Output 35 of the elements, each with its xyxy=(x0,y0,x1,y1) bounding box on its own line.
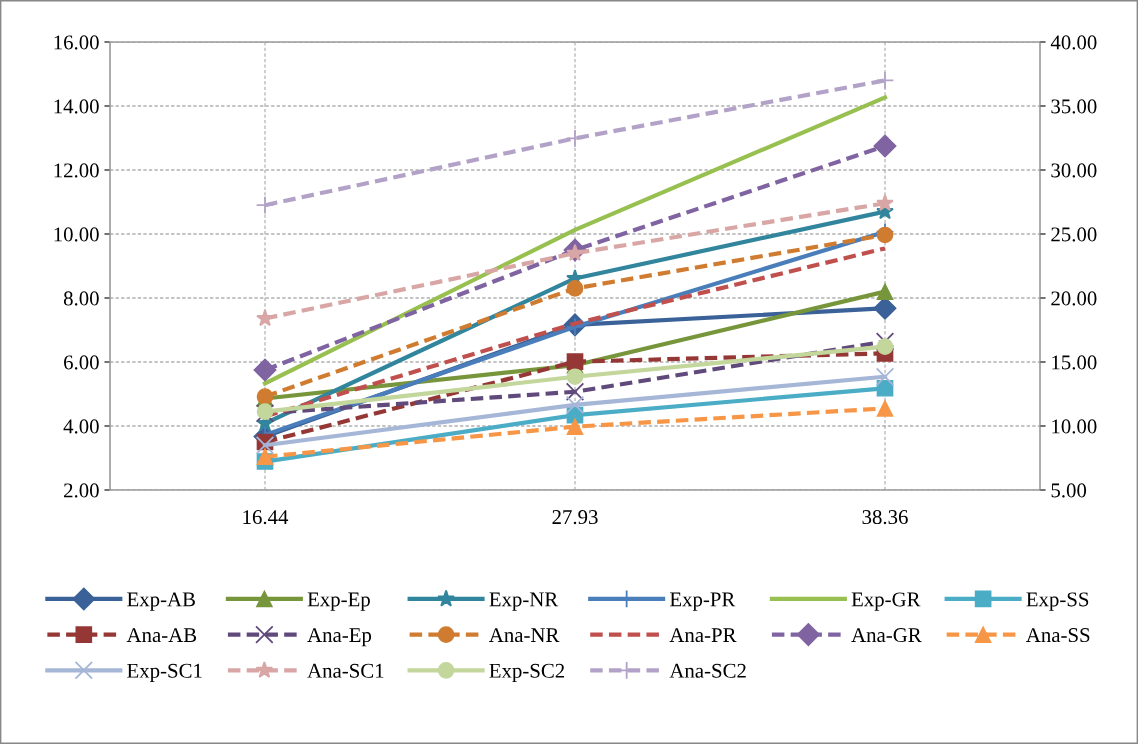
y-tick-label: 10.00 xyxy=(54,227,99,242)
y2-tick-label: 35.00 xyxy=(1051,99,1097,114)
legend-label: Ana-SC1 xyxy=(307,663,384,678)
x-tick-label: 38.36 xyxy=(862,510,908,525)
legend-label: Exp-SC1 xyxy=(127,663,202,683)
legend-label: Exp-Ep xyxy=(307,592,370,611)
y-tick-label: 6.00 xyxy=(64,355,99,370)
legend-label: Exp-SC2 xyxy=(489,663,565,683)
legend-label: Ana-PR xyxy=(669,628,737,643)
y-tick-label: 2.00 xyxy=(64,483,99,498)
y2-tick-label: 25.00 xyxy=(1051,227,1097,242)
y2-tick-label: 5.00 xyxy=(1051,483,1087,498)
x-tick-label: 27.93 xyxy=(552,510,598,525)
x-tick-label: 16.44 xyxy=(243,510,289,525)
legend-label: Exp-GR xyxy=(851,592,921,611)
y2-tick-label: 10.00 xyxy=(1052,419,1097,434)
legend-label: Exp-AB xyxy=(127,592,195,611)
y-tick-label: 14.00 xyxy=(54,99,99,114)
y-tick-label: 4.00 xyxy=(63,419,99,434)
y-tick-label: 12.00 xyxy=(54,163,99,178)
y2-tick-label: 15.00 xyxy=(1052,355,1097,370)
legend-label: Ana-AB xyxy=(126,628,197,643)
legend-label: Ana-SS xyxy=(1026,628,1090,643)
legend-label: Exp-NR xyxy=(489,592,559,611)
legend-label: Exp-SS xyxy=(1026,592,1089,611)
y2-tick-label: 30.00 xyxy=(1051,163,1097,178)
legend-label: Exp-PR xyxy=(669,592,736,611)
legend-label: Ana-GR xyxy=(851,628,922,643)
legend-label: Ana-SC2 xyxy=(669,663,746,678)
legend-label: Ana-Ep xyxy=(307,628,372,647)
legend-label: Ana-NR xyxy=(489,628,560,643)
y-tick-label: 8.00 xyxy=(63,291,99,306)
y2-tick-label: 40.00 xyxy=(1050,35,1097,50)
y-tick-label: 16.00 xyxy=(54,35,99,50)
y2-tick-label: 20.00 xyxy=(1051,291,1097,306)
